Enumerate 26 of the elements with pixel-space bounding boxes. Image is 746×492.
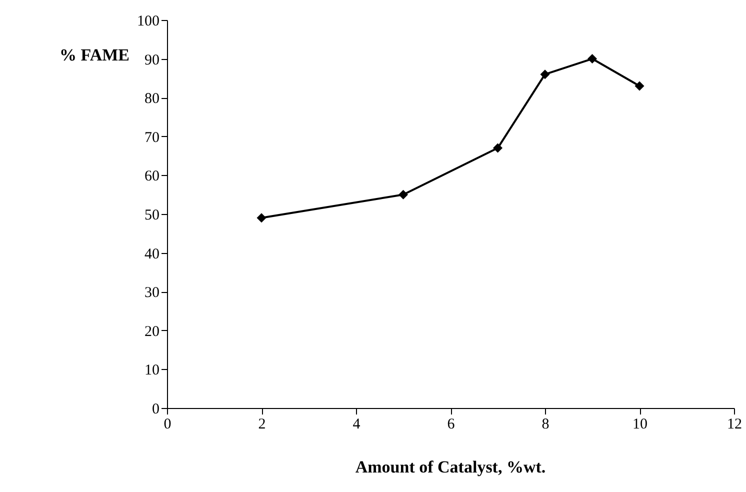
x-tick-label: 10 [632,416,648,432]
point [540,70,550,80]
point [634,81,644,91]
y-axis-title: % FAME [59,46,130,64]
point [398,190,408,200]
x-tick-label: 2 [258,416,266,432]
point [493,143,502,153]
x-tick-label: 6 [447,416,456,432]
x-axis-title: Amount of Catalyst, %wt. [355,458,546,476]
y-tick-label: 60 [144,168,160,185]
y-tick-label: 20 [144,324,160,340]
y-tick-label: 50 [144,208,160,224]
point [256,213,266,223]
x-tick-label: 8 [542,416,550,432]
x-tick-label: 0 [164,416,172,432]
y-tick-label: 40 [144,246,160,262]
y-tick-label: 70 [144,130,160,146]
x-tick-label: 12 [727,416,742,432]
y-tick-label: 10 [144,362,160,379]
y-tick-label: 0 [152,402,160,418]
y-tick-label: 30 [144,285,160,302]
point [588,54,597,64]
y-tick-label: 100 [137,14,160,30]
y-tick-label: 80 [144,91,160,108]
y-tick-label: 90 [144,52,160,68]
x-tick-label: 4 [352,416,361,432]
